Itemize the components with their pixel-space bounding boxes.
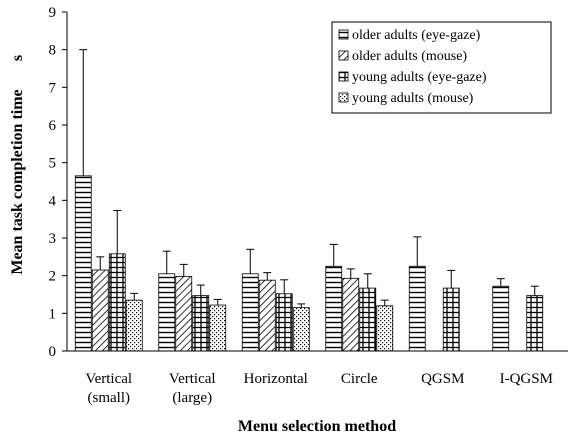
legend: older adults (eye-gaze) older adults (mou… xyxy=(331,21,552,114)
bar xyxy=(492,285,510,352)
y-tick-label: 9 xyxy=(49,5,57,21)
x-category-label: Vertical xyxy=(85,371,132,387)
bar xyxy=(258,279,276,352)
bar xyxy=(325,265,343,352)
y-tick-label: 1 xyxy=(49,306,57,322)
x-category-label: Circle xyxy=(341,371,378,387)
bar xyxy=(91,269,109,352)
x-category-label: Horizontal xyxy=(244,371,308,387)
bar xyxy=(342,277,360,352)
legend-label: young adults (eye-gaze) xyxy=(352,70,487,85)
x-category-label: QGSM xyxy=(421,371,464,387)
bar xyxy=(408,265,426,352)
x-category-label: (large) xyxy=(172,390,212,406)
y-tick-label: 8 xyxy=(49,43,57,59)
bar xyxy=(125,299,143,352)
bar xyxy=(158,273,176,352)
bar xyxy=(209,304,227,352)
y-tick-label: 3 xyxy=(49,231,57,247)
bar xyxy=(74,175,92,352)
y-tick-label: 6 xyxy=(49,118,57,134)
bar xyxy=(359,287,377,352)
bar xyxy=(526,295,544,352)
y-tick-label: 7 xyxy=(49,80,57,96)
x-axis-title: Menu selection method xyxy=(238,418,396,435)
y-axis-ticks: 0 1 2 3 4 5 6 7 8 9 xyxy=(49,5,67,360)
y-axis-unit: s xyxy=(9,55,26,61)
legend-swatch xyxy=(338,50,349,61)
bars-group xyxy=(74,175,544,352)
bar xyxy=(275,293,293,352)
y-tick-label: 5 xyxy=(49,156,57,172)
bar xyxy=(292,307,310,352)
bar xyxy=(442,287,460,352)
x-category-label: I-QGSM xyxy=(500,371,553,387)
x-axis-category-labels: Vertical (small) Vertical (large) Horizontal… xyxy=(85,371,552,406)
legend-label: older adults (eye-gaze) xyxy=(352,28,481,43)
y-tick-label: 2 xyxy=(49,269,57,285)
bar xyxy=(376,305,394,352)
y-tick-label: 4 xyxy=(49,193,57,209)
bar xyxy=(175,276,193,352)
y-tick-label: 0 xyxy=(49,344,57,360)
bar xyxy=(108,253,126,352)
x-category-label: (small) xyxy=(88,390,131,406)
legend-label: young adults (mouse) xyxy=(352,91,474,106)
legend-label: older adults (mouse) xyxy=(352,49,467,64)
y-axis-title: Mean task completion time xyxy=(9,89,26,274)
legend-box xyxy=(331,21,552,114)
bar xyxy=(192,295,210,352)
legend-swatch xyxy=(338,29,349,40)
bar xyxy=(241,273,259,352)
error-bars-group xyxy=(79,49,539,308)
legend-swatch xyxy=(338,92,349,103)
legend-swatch xyxy=(338,71,349,82)
x-category-label: Vertical xyxy=(169,371,216,387)
